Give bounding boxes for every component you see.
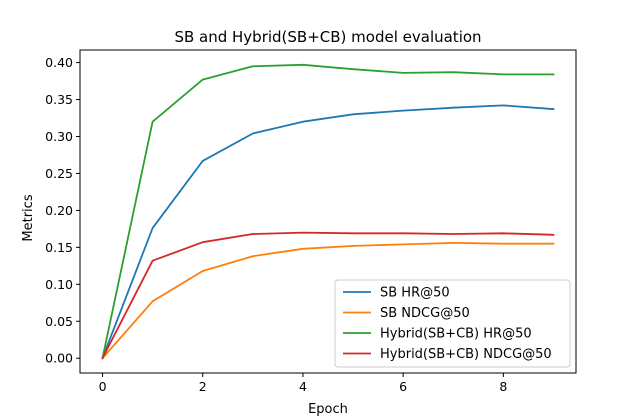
y-tick-label: 0.05	[45, 314, 73, 329]
x-tick-label: 4	[299, 379, 307, 394]
y-tick-label: 0.00	[45, 351, 73, 366]
y-tick-label: 0.40	[45, 55, 73, 70]
legend-label: Hybrid(SB+CB) NDCG@50	[380, 347, 552, 362]
legend: SB HR@50 SB NDCG@50 Hybrid(SB+CB) HR@50 Hyb…	[334, 279, 571, 368]
plot-area	[79, 49, 577, 374]
legend-label: SB HR@50	[380, 286, 450, 301]
chart-title: SB and Hybrid(SB+CB) model evaluation	[174, 28, 481, 46]
y-tick-label: 0.35	[45, 92, 73, 107]
legend-label: SB NDCG@50	[380, 306, 470, 321]
y-tick-label: 0.10	[45, 277, 73, 292]
x-tick-label: 0	[99, 379, 107, 394]
y-tick-label: 0.25	[45, 166, 73, 181]
y-axis: 0.00 0.05 0.10 0.15 0.20 0.25 0.30 0.35 0.40	[45, 55, 80, 366]
legend-label: Hybrid(SB+CB) HR@50	[380, 327, 532, 342]
x-axis: 0 2 4 6 8	[99, 373, 507, 394]
y-axis-label: Metrics	[21, 194, 36, 241]
series-layer	[101, 63, 555, 360]
series-line-2	[101, 241, 555, 360]
series-line-1	[101, 104, 555, 360]
legend-box	[334, 279, 571, 368]
y-tick-label: 0.15	[45, 240, 73, 255]
x-tick-label: 2	[199, 379, 207, 394]
plot-frame	[79, 49, 577, 374]
x-axis-label: Epoch	[308, 402, 348, 417]
series-line-4	[101, 231, 555, 360]
x-tick-label: 6	[399, 379, 407, 394]
y-tick-label: 0.30	[45, 129, 73, 144]
series-line-3	[101, 63, 555, 360]
y-tick-label: 0.20	[45, 203, 73, 218]
x-tick-label: 8	[499, 379, 507, 394]
